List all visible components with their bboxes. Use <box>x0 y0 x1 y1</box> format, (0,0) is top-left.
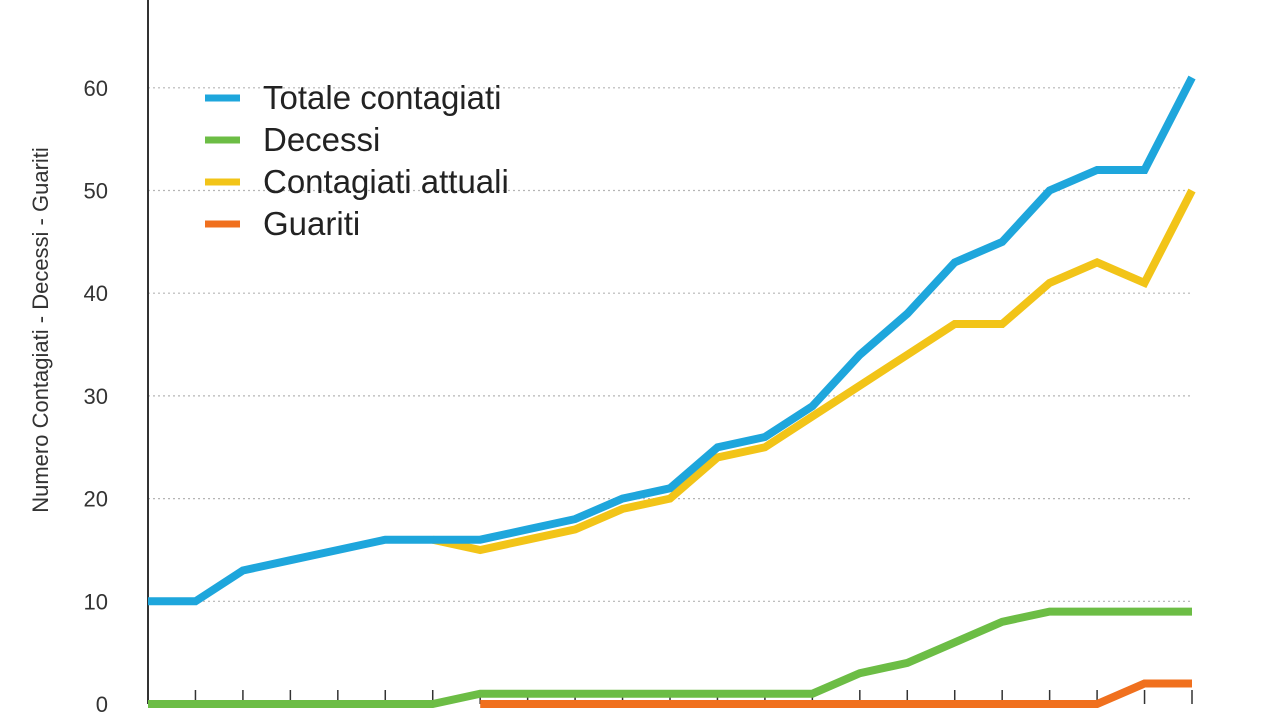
y-tick-label: 40 <box>84 281 108 306</box>
y-tick-label: 10 <box>84 589 108 614</box>
y-tick-label: 60 <box>84 76 108 101</box>
y-tick-label: 50 <box>84 179 108 204</box>
y-tick-labels: 0 10 20 30 40 50 60 <box>84 76 108 717</box>
y-tick-label: 0 <box>96 692 108 717</box>
legend-label: Guariti <box>263 205 360 242</box>
legend: Totale contagiati Decessi Contagiati attua… <box>205 79 509 242</box>
series-line-contagiati-attuali <box>431 188 1196 555</box>
legend-label: Contagiati attuali <box>263 163 509 200</box>
series-lines <box>148 75 1196 708</box>
y-tick-label: 30 <box>84 384 108 409</box>
series-line-totale-contagiati <box>148 75 1196 606</box>
y-axis-title: Numero Contagiati - Decessi - Guariti <box>28 147 53 513</box>
series-line-decessi <box>148 607 1192 708</box>
legend-label: Totale contagiati <box>263 79 502 116</box>
series-line-guariti <box>480 679 1192 708</box>
legend-label: Decessi <box>263 121 380 158</box>
y-tick-label: 20 <box>84 487 108 512</box>
